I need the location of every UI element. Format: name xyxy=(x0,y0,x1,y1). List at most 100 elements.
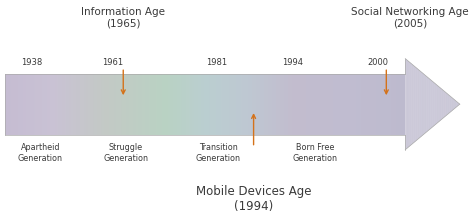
Bar xyxy=(138,74,139,135)
Bar xyxy=(11,74,13,135)
Bar xyxy=(59,74,61,135)
Bar xyxy=(89,74,90,135)
Bar xyxy=(219,74,221,135)
Polygon shape xyxy=(418,69,419,139)
Bar xyxy=(125,74,126,135)
Bar xyxy=(90,74,91,135)
Bar xyxy=(253,74,255,135)
Polygon shape xyxy=(452,98,453,110)
Bar xyxy=(27,74,29,135)
Bar xyxy=(319,74,320,135)
Bar xyxy=(136,74,137,135)
Bar xyxy=(297,74,299,135)
Bar xyxy=(381,74,383,135)
Bar xyxy=(191,74,193,135)
Polygon shape xyxy=(412,64,413,144)
Bar xyxy=(264,74,265,135)
Bar xyxy=(9,74,10,135)
Polygon shape xyxy=(435,84,436,125)
Bar xyxy=(118,74,119,135)
Bar xyxy=(242,74,244,135)
Bar xyxy=(373,74,374,135)
Polygon shape xyxy=(444,91,445,117)
Bar xyxy=(149,74,150,135)
Bar xyxy=(126,74,128,135)
Bar xyxy=(299,74,300,135)
Bar xyxy=(130,74,132,135)
Bar xyxy=(280,74,281,135)
Bar xyxy=(335,74,336,135)
Bar xyxy=(293,74,294,135)
Bar xyxy=(324,74,325,135)
Bar xyxy=(353,74,355,135)
Polygon shape xyxy=(447,94,448,114)
Bar xyxy=(393,74,394,135)
Bar xyxy=(255,74,256,135)
Bar xyxy=(394,74,396,135)
Bar xyxy=(237,74,238,135)
Bar xyxy=(74,74,75,135)
Polygon shape xyxy=(440,88,441,121)
Bar xyxy=(228,74,229,135)
Bar xyxy=(309,74,310,135)
Polygon shape xyxy=(414,66,415,142)
Polygon shape xyxy=(439,87,440,121)
Bar xyxy=(73,74,74,135)
Bar xyxy=(376,74,377,135)
Bar xyxy=(308,74,309,135)
Bar xyxy=(85,74,86,135)
Bar xyxy=(65,74,66,135)
Bar xyxy=(134,74,136,135)
Polygon shape xyxy=(441,89,442,120)
Bar xyxy=(114,74,116,135)
Bar xyxy=(19,74,21,135)
Bar xyxy=(289,74,291,135)
Text: Apartheid
Generation: Apartheid Generation xyxy=(18,143,63,163)
Bar xyxy=(245,74,246,135)
Bar xyxy=(209,74,210,135)
Bar xyxy=(361,74,363,135)
Bar xyxy=(105,74,106,135)
Bar xyxy=(322,74,324,135)
Bar xyxy=(356,74,357,135)
Bar xyxy=(202,74,204,135)
Bar xyxy=(263,74,264,135)
Polygon shape xyxy=(446,93,447,115)
Bar xyxy=(238,74,240,135)
Bar xyxy=(383,74,384,135)
Bar xyxy=(368,74,369,135)
Text: Mobile Devices Age
(1994): Mobile Devices Age (1994) xyxy=(196,185,311,213)
Bar xyxy=(313,74,314,135)
Bar xyxy=(101,74,102,135)
Bar xyxy=(317,74,319,135)
Text: Social Networking Age
(2005): Social Networking Age (2005) xyxy=(351,7,469,28)
Bar xyxy=(166,74,168,135)
Polygon shape xyxy=(421,72,422,137)
Bar xyxy=(343,74,344,135)
Bar xyxy=(337,74,338,135)
Bar xyxy=(193,74,194,135)
Polygon shape xyxy=(457,102,458,107)
Bar xyxy=(33,74,34,135)
Bar xyxy=(124,74,125,135)
Bar xyxy=(265,74,266,135)
Bar xyxy=(142,74,144,135)
Bar xyxy=(17,74,18,135)
Bar xyxy=(225,74,227,135)
Bar xyxy=(25,74,26,135)
Bar xyxy=(283,74,284,135)
Bar xyxy=(144,74,145,135)
Bar xyxy=(230,74,232,135)
Bar xyxy=(340,74,341,135)
Bar xyxy=(121,74,122,135)
Text: Transition
Generation: Transition Generation xyxy=(196,143,240,163)
Bar xyxy=(180,74,181,135)
Bar xyxy=(320,74,321,135)
Bar xyxy=(170,74,172,135)
Text: 1994: 1994 xyxy=(282,58,303,67)
Bar xyxy=(66,74,67,135)
Bar xyxy=(80,74,81,135)
Bar xyxy=(341,74,343,135)
Text: 1981: 1981 xyxy=(206,58,228,67)
Bar xyxy=(39,74,41,135)
